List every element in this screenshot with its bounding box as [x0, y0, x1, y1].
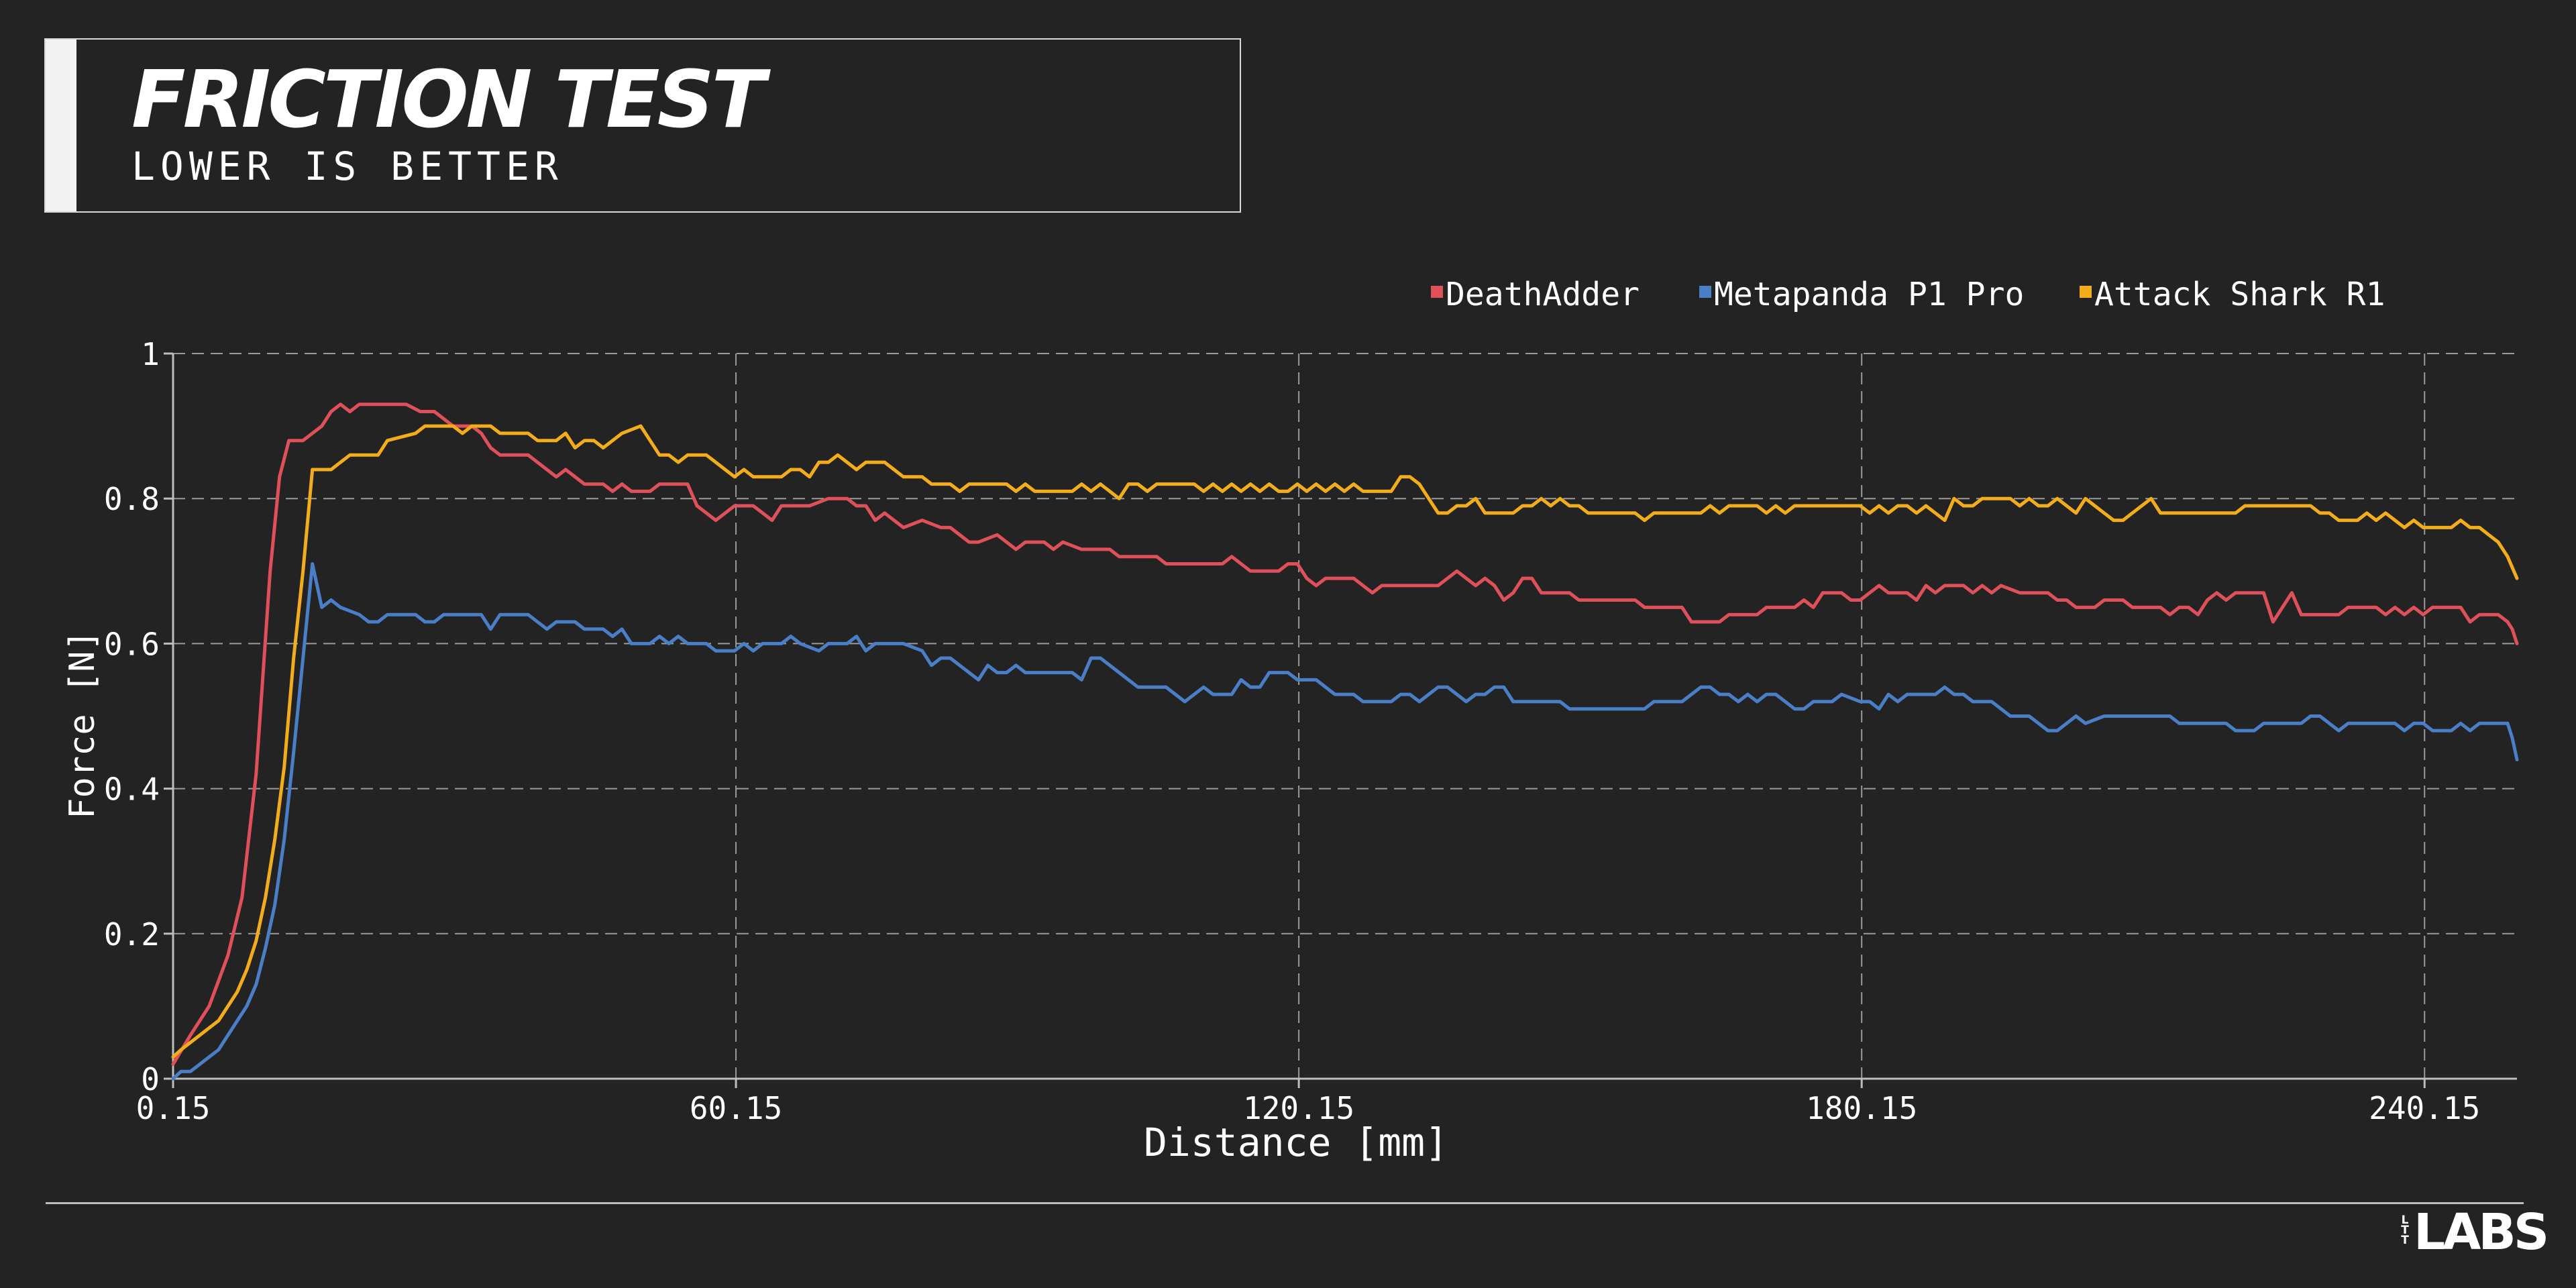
legend-item: Metapanda P1 Pro	[1699, 276, 2024, 313]
x-tick-label: 180.15	[1806, 1090, 1917, 1126]
chart-title: FRICTION TEST	[131, 53, 765, 146]
title-box: FRICTION TEST LOWER IS BETTER	[44, 38, 1241, 213]
legend-label: DeathAdder	[1446, 276, 1640, 313]
legend-swatch	[2080, 286, 2092, 298]
series-lines	[171, 402, 2519, 1081]
x-tick-label: 120.15	[1243, 1090, 1354, 1126]
series-line-deathadder	[171, 402, 2519, 1066]
legend-item: DeathAdder	[1431, 276, 1640, 313]
logo-labs-text: LABS	[2414, 1203, 2549, 1261]
y-tick-label: 0	[141, 1061, 160, 1097]
legend-item: Attack Shark R1	[2080, 276, 2385, 313]
series-line-metapanda-p1-pro	[171, 562, 2519, 1081]
legend: DeathAdder Metapanda P1 Pro Attack Shark R…	[1431, 276, 2385, 313]
legend-swatch	[1699, 286, 1711, 298]
y-tick-label: 0.2	[104, 916, 160, 953]
footer-divider	[46, 1202, 2524, 1204]
x-tick-label: 0.15	[136, 1090, 211, 1126]
legend-swatch	[1431, 286, 1443, 298]
series-line-attack-shark-r1	[171, 424, 2519, 1059]
y-tick-label: 0.6	[104, 626, 160, 662]
legend-label: Metapanda P1 Pro	[1714, 276, 2024, 313]
chart-subtitle: LOWER IS BETTER	[131, 144, 564, 189]
x-axis-title: Distance [mm]	[1144, 1120, 1448, 1165]
tick-labels: 0 0.2 0.4 0.6 0.8 1 0.15 60.15 120.15 180.15 240.1…	[104, 336, 2480, 1126]
grid-lines	[173, 353, 2517, 1079]
x-tick-label: 60.15	[690, 1090, 782, 1126]
y-axis-title: Force [N]	[62, 630, 103, 819]
legend-label: Attack Shark R1	[2094, 276, 2385, 313]
y-tick-label: 0.8	[104, 481, 160, 517]
y-tick-label: 0.4	[104, 771, 160, 808]
title-accent-bar	[46, 40, 76, 211]
axes	[164, 352, 2517, 1088]
x-tick-label: 240.15	[2369, 1090, 2480, 1126]
y-tick-label: 1	[141, 336, 160, 372]
